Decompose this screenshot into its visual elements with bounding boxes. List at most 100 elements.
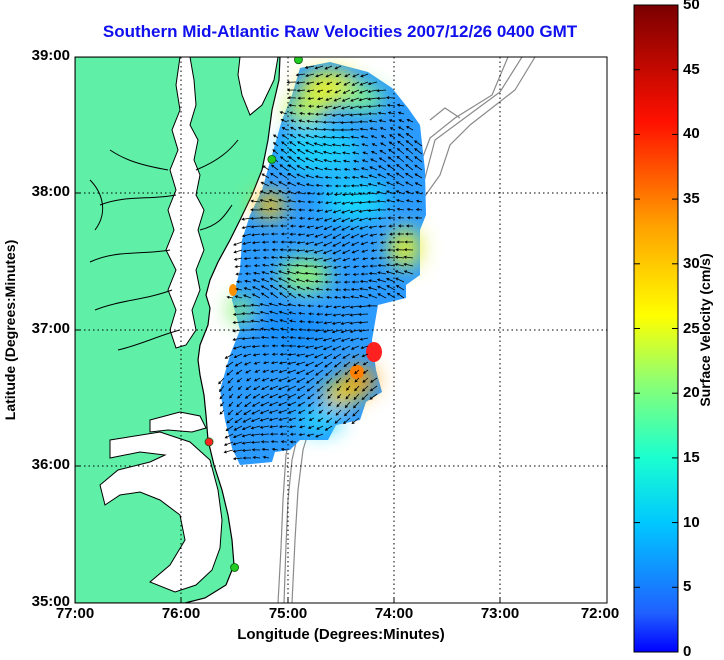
velocity-vector <box>323 159 333 163</box>
velocity-vector <box>358 97 369 102</box>
velocity-vector <box>227 409 234 416</box>
velocity-vector <box>367 304 378 308</box>
velocity-vector <box>367 81 378 86</box>
velocity-vector <box>371 249 378 253</box>
velocity-vector <box>287 199 297 203</box>
velocity-vector <box>289 336 297 340</box>
velocity-vector <box>397 224 405 228</box>
velocity-vector <box>305 279 315 283</box>
velocity-vector <box>394 255 405 259</box>
velocity-vector <box>250 208 261 212</box>
velocity-vector <box>286 270 297 275</box>
velocity-vector <box>297 393 306 399</box>
velocity-vector <box>260 335 270 340</box>
velocity-vector <box>342 257 351 262</box>
colorbar <box>633 4 679 653</box>
velocity-vector <box>224 353 234 359</box>
velocity-vector <box>260 224 270 228</box>
velocity-vector <box>394 263 405 267</box>
velocity-vector <box>237 385 243 390</box>
velocity-vector <box>226 295 234 299</box>
velocity-vector <box>295 361 306 366</box>
velocity-vector <box>343 272 351 277</box>
velocity-vector <box>279 292 288 299</box>
velocity-vector <box>306 385 315 392</box>
velocity-vector <box>378 224 387 229</box>
velocity-vector <box>242 249 252 253</box>
velocity-vector <box>237 393 243 399</box>
velocity-vector <box>313 241 324 246</box>
velocity-vector <box>358 320 369 325</box>
velocity-vector <box>387 216 396 220</box>
velocity-vector <box>341 209 351 214</box>
velocity-vector <box>403 248 414 252</box>
velocity-vector <box>296 344 306 349</box>
velocity-vector <box>278 385 288 391</box>
velocity-vector <box>278 361 288 365</box>
velocity-vector <box>279 432 288 436</box>
velocity-vector <box>395 199 405 203</box>
velocity-vector <box>376 89 387 93</box>
velocity-vector <box>344 401 351 409</box>
velocity-vector <box>322 127 333 132</box>
velocity-vector <box>341 143 351 147</box>
velocity-vector <box>314 65 324 70</box>
lon-tick-75: 75:00 <box>268 605 308 622</box>
velocity-vector <box>377 285 387 291</box>
velocity-vector <box>360 272 369 276</box>
velocity-vector <box>261 447 270 451</box>
velocity-vector <box>405 147 414 155</box>
velocity-vector <box>359 225 369 230</box>
velocity-vector <box>315 320 324 324</box>
velocity-vector <box>242 241 252 245</box>
velocity-vector <box>287 164 297 171</box>
velocity-vector <box>404 240 413 244</box>
velocity-vector <box>332 151 342 155</box>
velocity-vector <box>385 263 396 267</box>
velocity-vector <box>370 158 378 163</box>
velocity-vector <box>350 295 360 299</box>
velocity-vector <box>361 143 369 147</box>
velocity-vector <box>314 233 324 238</box>
velocity-vector <box>233 257 243 261</box>
velocity-vector <box>270 361 279 365</box>
velocity-vector <box>332 353 342 359</box>
velocity-vector <box>361 385 369 392</box>
velocity-vector <box>332 225 342 231</box>
rivers <box>89 139 239 351</box>
velocity-vector <box>306 294 315 299</box>
radar-station-2 <box>204 437 214 447</box>
velocity-vector <box>227 377 234 384</box>
velocity-vector <box>367 97 378 101</box>
velocity-vector <box>296 241 306 245</box>
velocity-vector <box>287 285 297 291</box>
velocity-vector <box>295 81 306 85</box>
velocity-vector <box>278 401 288 406</box>
velocity-vector <box>360 135 369 139</box>
lon-tick-76: 76:00 <box>161 605 201 622</box>
velocity-vector <box>378 256 387 260</box>
velocity-vector <box>377 293 387 299</box>
velocity-vector <box>289 440 297 444</box>
velocity-vector <box>360 241 369 246</box>
velocity-vector <box>351 143 360 147</box>
velocity-vector <box>343 361 351 368</box>
velocity-vector <box>341 217 351 223</box>
velocity-vector <box>340 121 351 125</box>
velocity-vector <box>234 417 243 424</box>
velocity-vector <box>397 126 405 131</box>
delaware-bay <box>237 57 279 116</box>
velocity-vector <box>349 201 360 205</box>
velocity-vector <box>376 96 387 100</box>
velocity-vector <box>260 232 270 236</box>
velocity-vector <box>332 313 342 317</box>
velocity-vector <box>277 302 288 307</box>
velocity-vector <box>358 329 369 333</box>
velocity-vector <box>260 327 270 331</box>
velocity-vector <box>314 166 324 171</box>
velocity-vector <box>245 385 252 391</box>
velocity-vector <box>340 313 351 317</box>
velocity-vector <box>243 409 252 415</box>
velocity-vector <box>298 119 306 123</box>
